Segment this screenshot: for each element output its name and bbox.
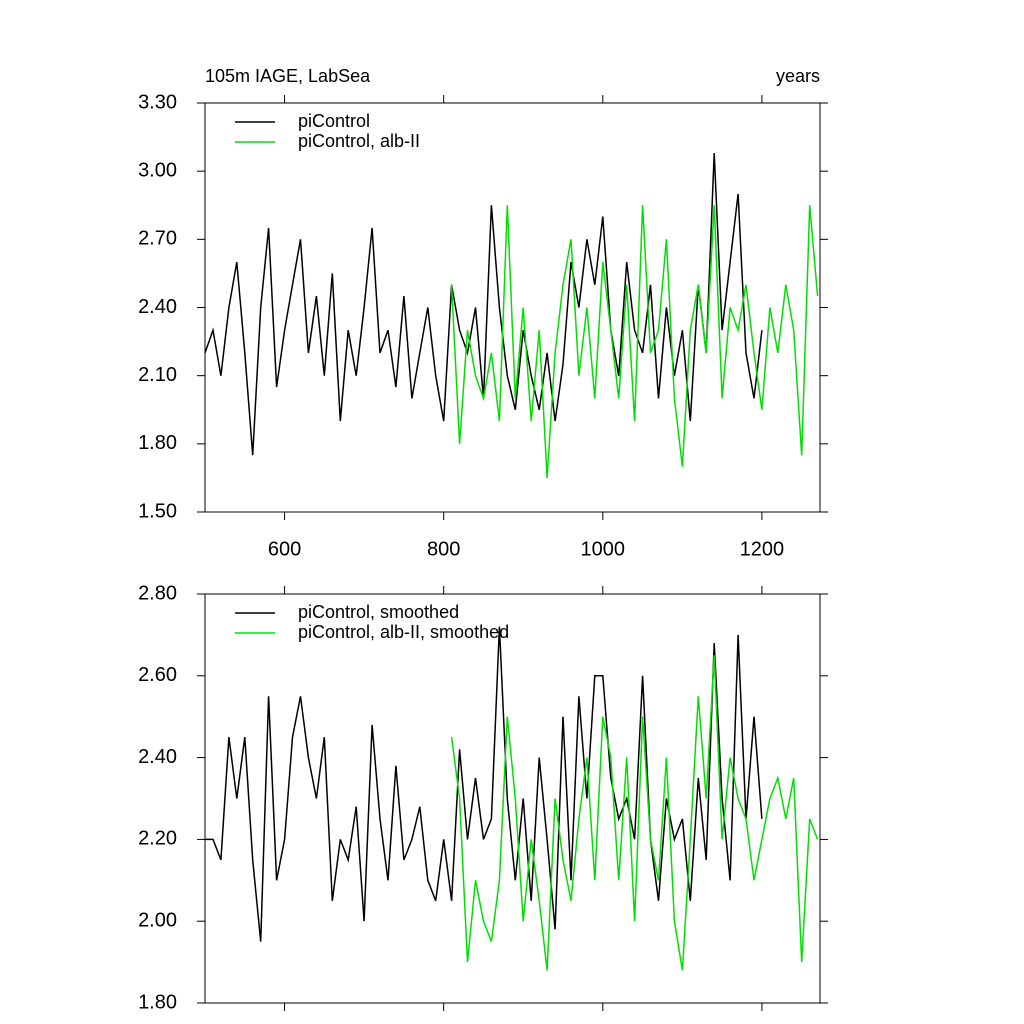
x-tick-label: 800: [427, 538, 460, 560]
legend-label: piControl: [298, 111, 370, 131]
y-tick-label: 2.20: [138, 828, 177, 850]
x-tick-label: 1000: [581, 538, 626, 560]
y-tick-label: 3.00: [138, 159, 177, 181]
y-tick-label: 2.80: [138, 582, 177, 604]
series-line: [204, 152, 763, 456]
y-tick-label: 3.30: [138, 91, 177, 113]
series-line: [450, 205, 819, 478]
plot-frame: [204, 102, 821, 513]
series-line: [450, 655, 819, 971]
y-tick-label: 2.10: [138, 364, 177, 386]
series-line: [205, 626, 763, 942]
legend-label: piControl, alb-II, smoothed: [298, 622, 509, 642]
y-tick-label: 1.80: [138, 432, 177, 454]
x-tick-label: 1200: [740, 538, 785, 560]
legend-label: piControl, smoothed: [298, 602, 459, 622]
y-tick-label: 2.60: [138, 664, 177, 686]
legend-label: piControl, alb-II: [298, 131, 420, 151]
y-tick-label: 2.70: [138, 228, 177, 250]
right-title: years: [776, 66, 820, 86]
chart-title: 105m IAGE, LabSea: [205, 66, 371, 86]
y-tick-label: 2.40: [138, 296, 177, 318]
y-tick-label: 1.50: [138, 500, 177, 522]
y-tick-label: 1.80: [138, 991, 177, 1013]
plot-frame: [204, 593, 821, 1004]
y-tick-label: 2.40: [138, 746, 177, 768]
x-tick-label: 600: [268, 538, 301, 560]
y-tick-label: 2.00: [138, 909, 177, 931]
